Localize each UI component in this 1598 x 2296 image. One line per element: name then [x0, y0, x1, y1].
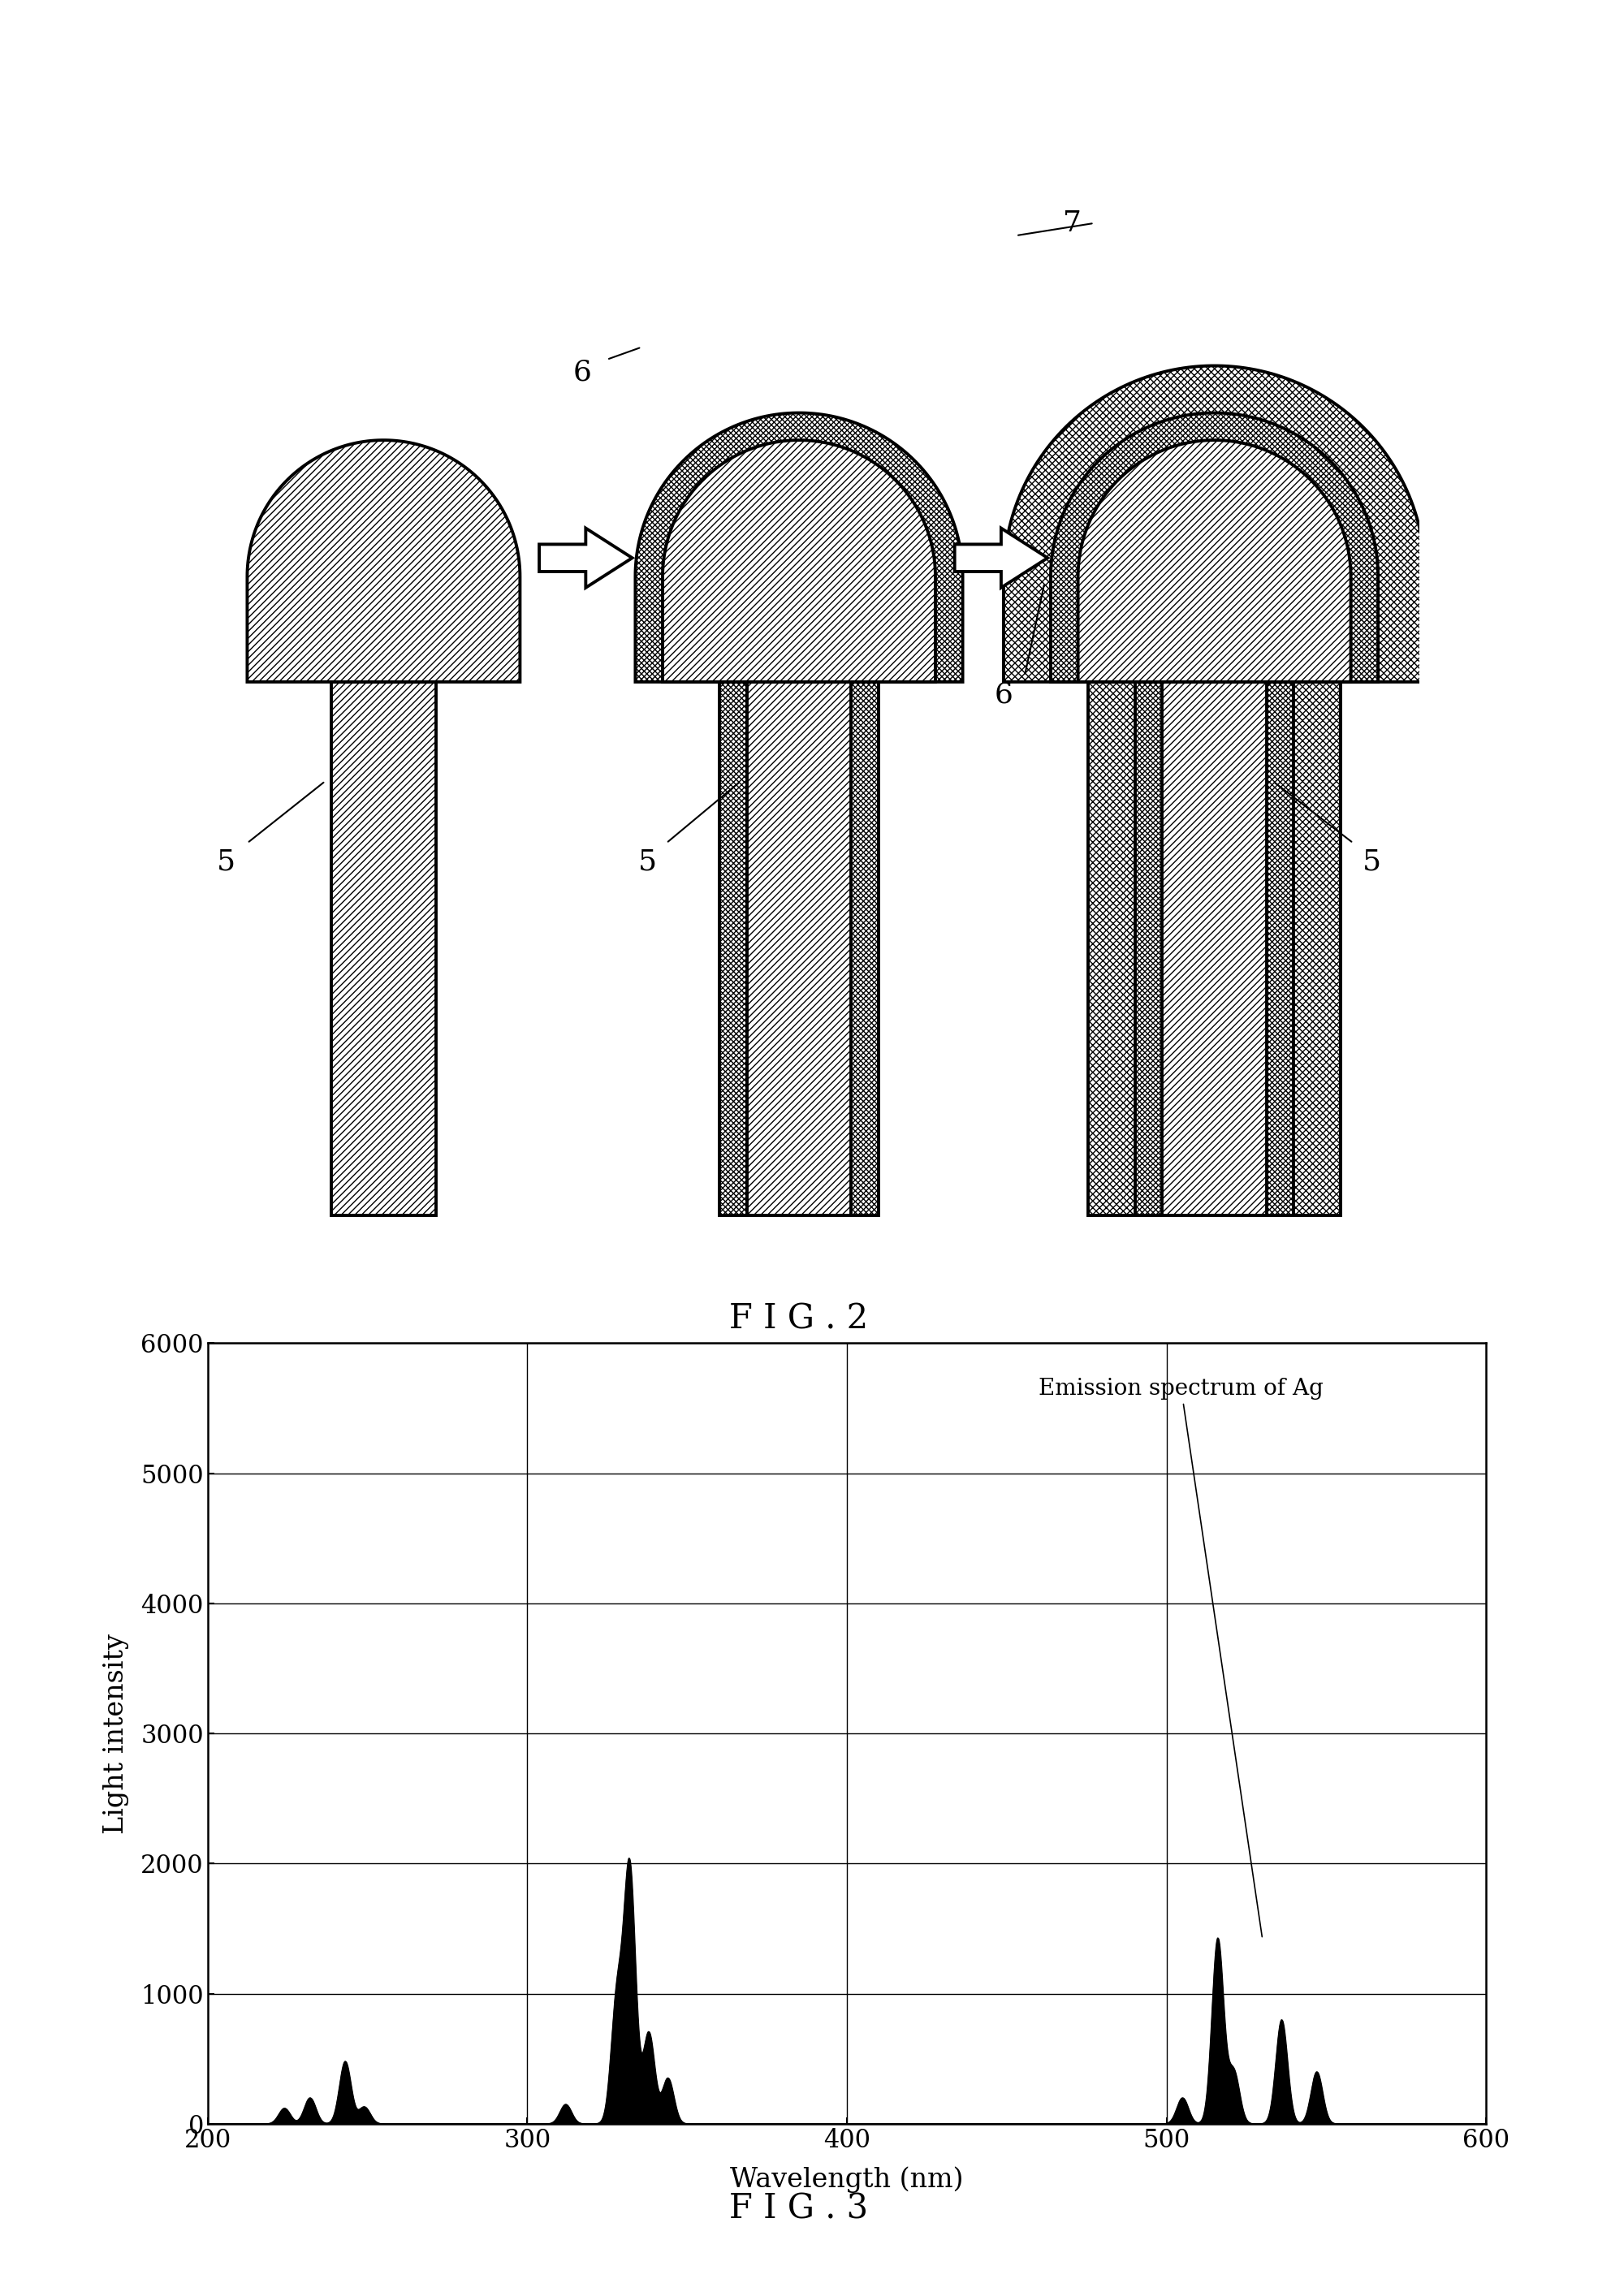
Polygon shape — [746, 682, 852, 1215]
Polygon shape — [539, 528, 633, 588]
Polygon shape — [1004, 365, 1425, 682]
Polygon shape — [1051, 413, 1377, 682]
X-axis label: Wavelength (nm): Wavelength (nm) — [730, 2167, 964, 2193]
Y-axis label: Light intensity: Light intensity — [104, 1632, 129, 1835]
Text: F I G . 2: F I G . 2 — [729, 1302, 869, 1336]
Text: F I G . 3: F I G . 3 — [730, 2193, 868, 2225]
Text: 5: 5 — [638, 847, 657, 875]
Polygon shape — [663, 441, 935, 682]
Text: 6: 6 — [994, 680, 1013, 707]
Polygon shape — [1135, 682, 1294, 1215]
Text: 7: 7 — [1063, 209, 1082, 236]
Text: Emission spectrum of Ag: Emission spectrum of Ag — [1039, 1378, 1323, 1938]
Polygon shape — [1088, 682, 1341, 1215]
Text: 5: 5 — [1363, 847, 1381, 875]
Text: 5: 5 — [217, 847, 235, 875]
Polygon shape — [1162, 682, 1267, 1215]
Polygon shape — [1079, 441, 1350, 682]
Polygon shape — [331, 682, 436, 1215]
Polygon shape — [248, 441, 519, 682]
Polygon shape — [954, 528, 1048, 588]
Text: 6: 6 — [572, 358, 591, 386]
Polygon shape — [719, 682, 879, 1215]
Polygon shape — [636, 413, 962, 682]
